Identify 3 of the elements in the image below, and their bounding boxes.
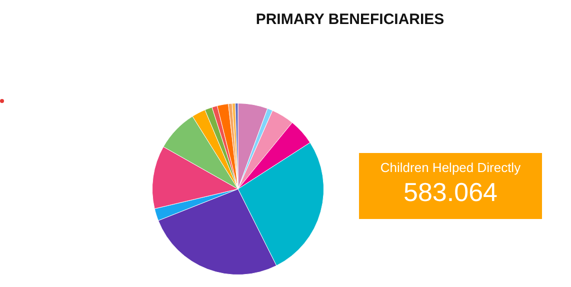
chart-title: PRIMARY BENEFICIARIES [254, 11, 446, 28]
text: 583.064 [402, 177, 498, 208]
text: Children Helped Directly [379, 160, 522, 175]
